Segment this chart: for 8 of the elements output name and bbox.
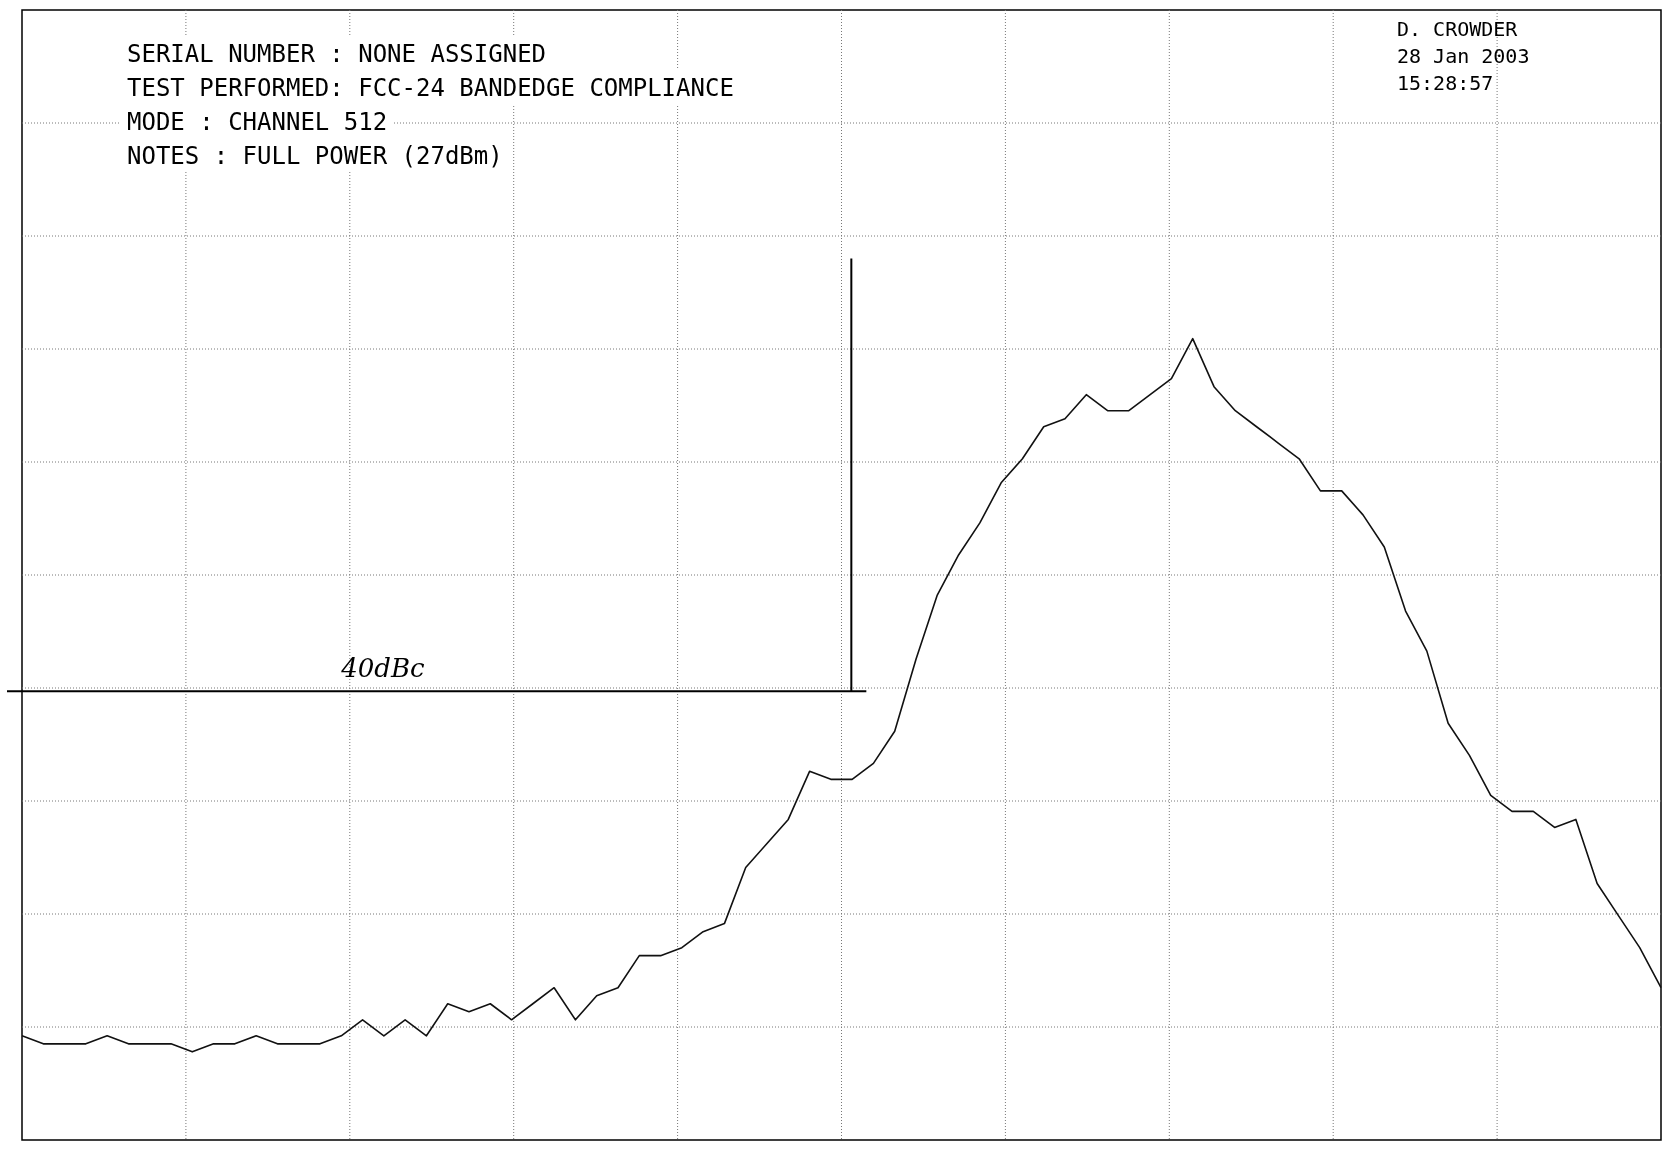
text: MODE : CHANNEL 512 bbox=[127, 108, 388, 136]
text: D. CROWDER bbox=[1397, 17, 1519, 41]
text: NOTES : FULL POWER (27dBm) bbox=[127, 142, 503, 170]
text: 15:28:57 bbox=[1397, 71, 1494, 95]
text: SERIAL NUMBER : NONE ASSIGNED bbox=[127, 40, 547, 68]
ref-line-label: 40dBc bbox=[340, 653, 426, 684]
text: TEST PERFORMED: FCC-24 BANDEDGE COMPLIANCE bbox=[127, 74, 734, 102]
text: 28 Jan 2003 bbox=[1397, 44, 1530, 68]
